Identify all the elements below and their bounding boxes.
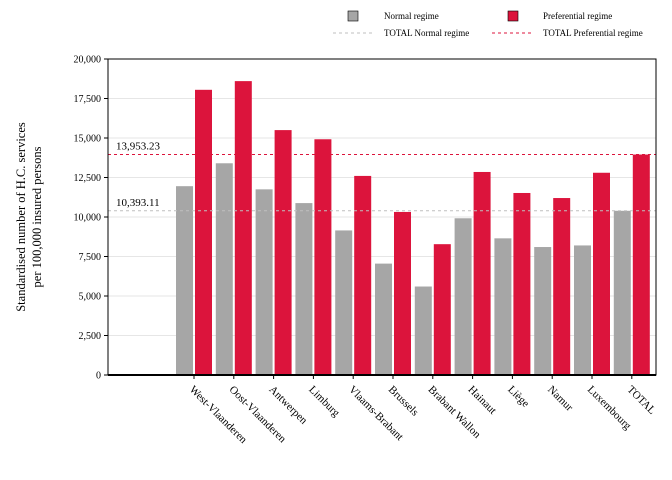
legend-label-preferential: Preferential regime bbox=[543, 11, 612, 21]
x-tick-label: Limburg bbox=[306, 384, 342, 420]
x-ticks: West-VlaanderenOost-VlaanderenAntwerpenL… bbox=[187, 375, 658, 446]
bar-normal bbox=[176, 186, 193, 375]
bar-normal bbox=[454, 218, 472, 375]
bar-preferential bbox=[394, 211, 411, 375]
reference-line-label: 13,953.23 bbox=[116, 141, 161, 153]
legend-swatch-preferential bbox=[507, 10, 519, 22]
x-tick-label: Hainaut bbox=[465, 384, 498, 417]
y-tick-label: 12,500 bbox=[74, 173, 102, 184]
y-tick-label: 10,000 bbox=[74, 213, 102, 224]
bar-preferential bbox=[632, 154, 650, 375]
y-tick-label: 15,000 bbox=[74, 134, 102, 145]
y-tick-label: 7,500 bbox=[79, 252, 102, 263]
bar-normal bbox=[494, 238, 512, 375]
y-tick-label: 17,500 bbox=[74, 94, 102, 105]
x-tick-label: Namur bbox=[545, 384, 575, 414]
bar-preferential bbox=[354, 175, 372, 375]
bar-preferential bbox=[433, 244, 451, 375]
y-ticks: 0 2,500 5,000 7,500 10,000 12,500 15,000 17,500… bbox=[74, 55, 108, 382]
bar-normal bbox=[335, 230, 353, 375]
legend: Normal regime Preferential regime TOTAL … bbox=[333, 10, 643, 38]
bar-normal bbox=[534, 247, 552, 375]
reference-lines: 10,393.11 13,953.23 bbox=[108, 141, 656, 212]
y-tick-label: 2,500 bbox=[79, 331, 102, 342]
x-tick-label: TOTAL bbox=[625, 384, 658, 417]
bar-normal bbox=[255, 189, 273, 375]
y-tick-label: 5,000 bbox=[79, 292, 102, 303]
y-axis-title-line-1: Standardised number of H.C. services bbox=[14, 122, 28, 312]
bar-preferential bbox=[553, 198, 571, 375]
reference-line-label: 10,393.11 bbox=[116, 197, 160, 209]
bar-preferential bbox=[195, 89, 212, 375]
x-tick-label: Liège bbox=[505, 384, 531, 410]
x-tick-label: Brussels bbox=[386, 384, 421, 419]
bar-normal bbox=[414, 286, 432, 375]
bar-normal bbox=[613, 210, 631, 375]
y-tick-label: 0 bbox=[96, 371, 101, 382]
bar-normal bbox=[295, 203, 313, 375]
bar-normal bbox=[574, 245, 591, 375]
bar-preferential bbox=[513, 192, 531, 375]
bar-preferential bbox=[274, 130, 292, 375]
bar-preferential bbox=[314, 139, 332, 375]
y-axis-title-line-2: per 100,000 insured persons bbox=[30, 146, 44, 287]
bar-preferential bbox=[593, 172, 610, 375]
bar-preferential bbox=[234, 81, 252, 376]
bar-normal bbox=[215, 163, 233, 375]
bar-preferential bbox=[473, 171, 491, 375]
legend-label-normal: Normal regime bbox=[384, 11, 439, 21]
legend-label-total-normal: TOTAL Normal regime bbox=[384, 28, 469, 38]
legend-swatch-normal bbox=[347, 10, 359, 22]
bars bbox=[176, 81, 650, 376]
legend-label-total-preferential: TOTAL Preferential regime bbox=[543, 28, 643, 38]
bar-normal bbox=[375, 263, 392, 375]
y-tick-label: 20,000 bbox=[74, 55, 102, 66]
